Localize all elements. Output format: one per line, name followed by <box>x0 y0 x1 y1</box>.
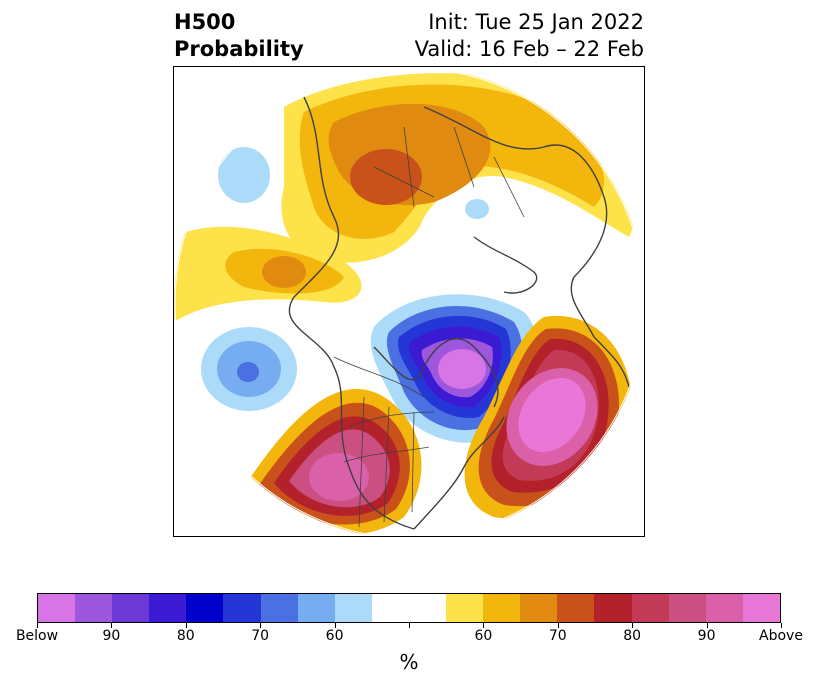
colorbar-segment <box>334 594 372 622</box>
colorbar-segment <box>149 594 187 622</box>
colorbar-tick <box>781 623 782 628</box>
probability-colorbar <box>37 593 781 623</box>
arctic-below <box>218 147 270 203</box>
bering-above-inner <box>262 256 306 288</box>
sw-us-above-core <box>309 453 369 501</box>
colorbar-tick-label: 80 <box>623 628 642 644</box>
valid-range: Valid: 16 Feb – 22 Feb <box>414 37 644 61</box>
colorbar-unit: % <box>399 650 419 674</box>
colorbar-tick <box>483 623 485 628</box>
colorbar-segment <box>223 594 261 622</box>
title-line-1: H500 <box>174 10 236 34</box>
siberia-above-core <box>350 149 422 205</box>
colorbar-segment <box>742 594 780 622</box>
colorbar-segment <box>408 594 447 622</box>
map-edge <box>174 67 644 536</box>
colorbar-tick-label: 70 <box>251 628 270 644</box>
chart-title: H500 Probability <box>174 9 304 63</box>
colorbar-segment <box>260 594 298 622</box>
colorbar-segment <box>186 594 224 622</box>
colorbar-segment <box>483 594 521 622</box>
colorbar-tick-label: 90 <box>697 628 716 644</box>
probability-map-svg <box>174 67 644 536</box>
colorbar-segment <box>520 594 558 622</box>
probability-field <box>174 67 644 536</box>
forecast-dates: Init: Tue 25 Jan 2022 Valid: 16 Feb – 22… <box>415 9 644 63</box>
polar-map <box>173 66 645 537</box>
colorbar-tick <box>111 623 113 628</box>
atlantic-above-core <box>518 377 586 453</box>
colorbar-tick-label: 80 <box>176 628 195 644</box>
title-line-2: Probability <box>174 37 304 61</box>
colorbar-tick-label: Below <box>15 628 59 644</box>
colorbar-tick-label: 90 <box>102 628 121 644</box>
init-date: Init: Tue 25 Jan 2022 <box>428 10 644 34</box>
colorbar-segment <box>557 594 595 622</box>
colorbar-tick <box>334 623 336 628</box>
colorbar-segment <box>668 594 706 622</box>
coastlines <box>288 96 630 530</box>
colorbar-segment <box>75 594 113 622</box>
colorbar-tick-label: Above <box>759 628 803 644</box>
colorbar-segment <box>112 594 150 622</box>
colorbar-tick <box>37 623 38 628</box>
colorbar-tick <box>409 623 410 628</box>
colorbar-segment <box>705 594 743 622</box>
colorbar-tick <box>260 623 262 628</box>
colorbar-tick <box>706 623 708 628</box>
colorbar-tick <box>557 623 559 628</box>
pole-below <box>465 199 489 219</box>
colorbar-tick-label: 60 <box>325 628 344 644</box>
colorbar-tick-label: 70 <box>548 628 567 644</box>
colorbar-segment <box>297 594 335 622</box>
colorbar-segment <box>631 594 669 622</box>
country-borders <box>333 126 525 528</box>
colorbar-tick <box>632 623 634 628</box>
colorbar-tick <box>185 623 187 628</box>
colorbar-segment <box>38 594 76 622</box>
colorbar-segment <box>371 594 409 622</box>
colorbar-tick-label: 60 <box>474 628 493 644</box>
colorbar-segment <box>446 594 484 622</box>
canada-below-core <box>438 349 486 389</box>
pacific-below-core <box>237 362 259 382</box>
colorbar-segment <box>594 594 632 622</box>
